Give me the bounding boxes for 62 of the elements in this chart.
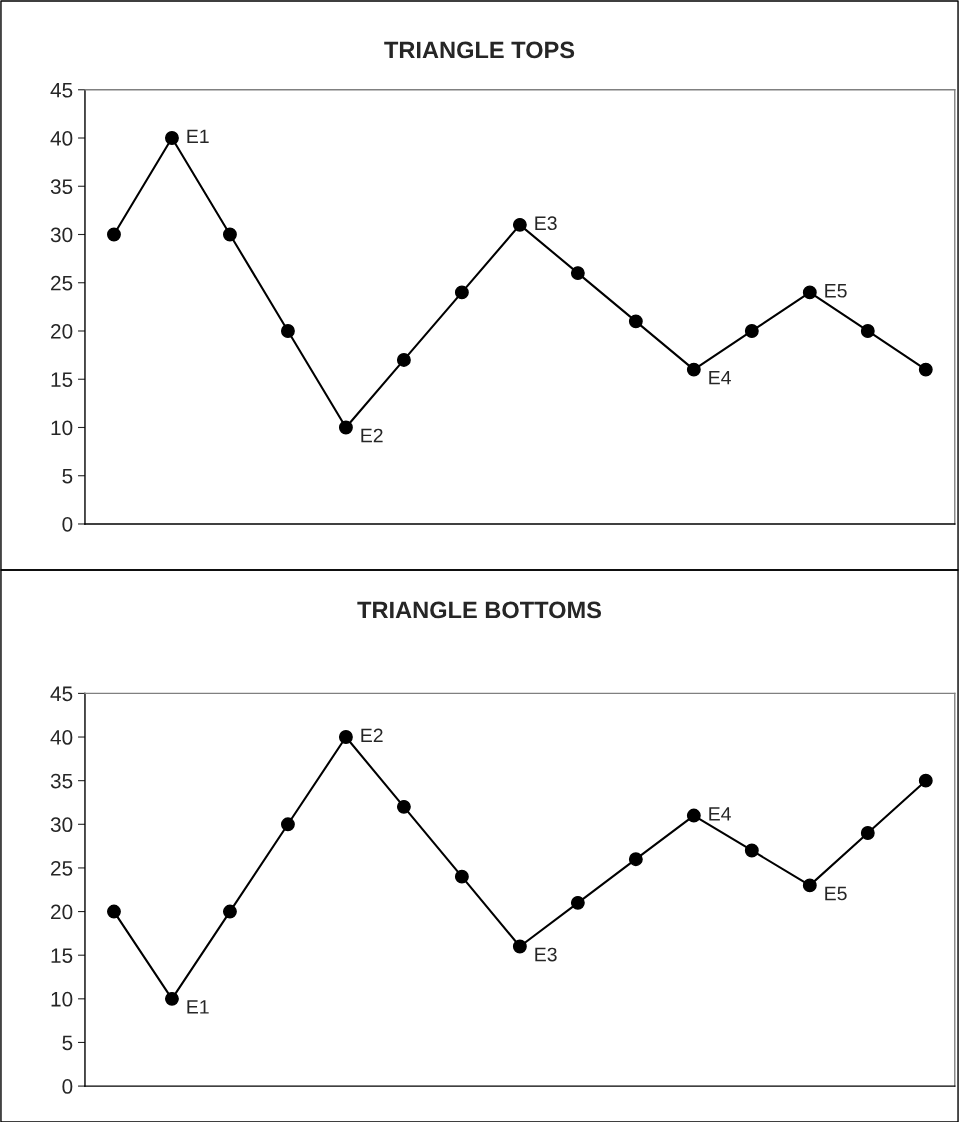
point xyxy=(396,799,411,814)
y-tick-label: 5 xyxy=(62,1035,73,1051)
point xyxy=(686,362,701,377)
y-tick-label: 25 xyxy=(51,860,73,876)
point xyxy=(338,730,353,744)
chart-title: TRIANGLE TOPS xyxy=(384,41,575,59)
point xyxy=(165,131,179,145)
y-tick-label: 15 xyxy=(51,372,73,387)
data-label: E5 xyxy=(825,886,847,901)
point xyxy=(280,324,295,338)
y-tick-label: 45 xyxy=(50,82,73,98)
point xyxy=(802,285,817,300)
point xyxy=(860,324,875,338)
data-label: E5 xyxy=(825,284,847,298)
point xyxy=(628,852,643,867)
y-tick-label: 25 xyxy=(51,275,73,291)
chart-title: TRIANGLE BOTTOMS xyxy=(357,601,602,619)
point xyxy=(107,904,121,919)
point xyxy=(628,314,643,329)
point xyxy=(918,773,933,788)
point xyxy=(918,362,933,377)
point xyxy=(512,217,527,232)
point xyxy=(222,227,237,242)
point xyxy=(454,869,469,884)
point xyxy=(396,352,411,367)
data-label: E1 xyxy=(187,1000,209,1014)
y-tick-label: 10 xyxy=(51,420,73,436)
y-tick-label: 35 xyxy=(50,773,73,789)
y-tick-label: 0 xyxy=(62,516,73,532)
point xyxy=(744,324,759,338)
data-label: E3 xyxy=(535,216,557,231)
data-label: E2 xyxy=(361,728,383,743)
point xyxy=(570,895,585,910)
y-tick-label: 5 xyxy=(62,468,73,484)
point xyxy=(744,843,759,858)
data-label: E4 xyxy=(709,807,731,821)
y-tick-label: 20 xyxy=(51,904,73,920)
y-tick-label: 45 xyxy=(50,686,73,702)
point xyxy=(686,808,701,823)
y-tick-label: 20 xyxy=(51,323,73,339)
point xyxy=(338,420,353,435)
y-tick-label: 40 xyxy=(50,730,73,745)
data-label: E3 xyxy=(535,947,557,962)
point xyxy=(512,939,527,954)
point xyxy=(454,285,469,300)
data-label: E4 xyxy=(709,370,731,385)
point xyxy=(107,227,121,242)
data-label: E1 xyxy=(187,129,209,144)
point xyxy=(165,991,179,1006)
point xyxy=(222,904,237,919)
data-label: E2 xyxy=(361,428,383,443)
y-tick-label: 0 xyxy=(62,1079,73,1094)
y-tick-label: 10 xyxy=(51,991,73,1007)
point xyxy=(860,826,875,840)
point xyxy=(802,878,817,893)
point xyxy=(570,266,585,281)
y-tick-label: 30 xyxy=(50,817,73,833)
point xyxy=(280,817,295,832)
y-tick-label: 40 xyxy=(50,131,73,146)
y-tick-label: 30 xyxy=(50,227,73,243)
y-tick-label: 35 xyxy=(50,179,73,195)
y-tick-label: 15 xyxy=(51,948,73,963)
